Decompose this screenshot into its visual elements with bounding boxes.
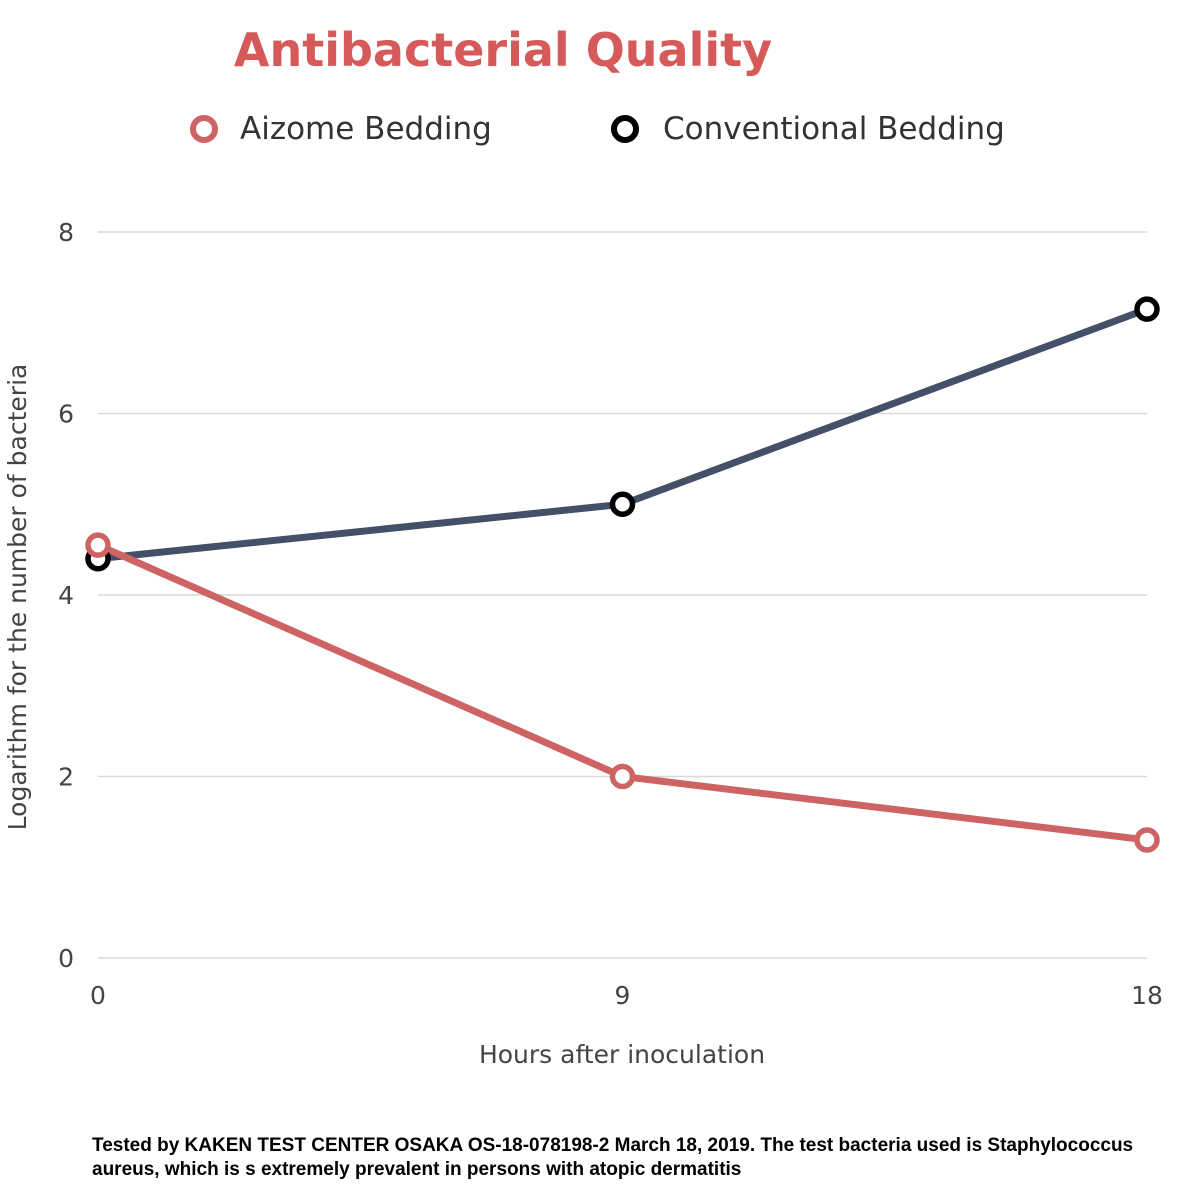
data-point-conventional-18 [1134,296,1160,322]
series-line-conventional [94,305,1151,563]
x-axis-label: Hours after inoculation [479,1040,765,1069]
y-tick-label-4: 4 [58,581,74,610]
gridlines [98,231,1147,959]
x-axis-ticks: 0 9 18 [90,981,1163,1010]
y-tick-label-2: 2 [58,763,74,792]
legend-label-aizome: Aizome Bedding [240,111,492,147]
data-point-aizome-18 [1134,827,1160,853]
data-point-aizome-9 [609,763,636,790]
data-point-conventional-9 [609,491,636,517]
data-series [85,296,1160,853]
y-axis-label: Logarithm for the number of bacteria [3,364,32,831]
y-axis-ticks: 0 2 4 6 8 [58,218,74,973]
legend-marker-conventional [611,115,639,143]
source-footnote: Tested by KAKEN TEST CENTER OSAKA OS-18-… [92,1135,1134,1180]
data-point-aizome-0 [85,532,111,558]
y-tick-label-6: 6 [58,400,74,429]
chart-title: Antibacterial Quality [234,23,772,77]
x-tick-label-9: 9 [615,981,631,1010]
x-tick-label-18: 18 [1131,981,1163,1010]
legend-label-conventional: Conventional Bedding [663,111,1005,147]
x-tick-label-0: 0 [90,981,106,1010]
series-line-aizome [94,541,1151,844]
y-tick-label-8: 8 [58,218,74,247]
legend: Aizome Bedding Conventional Bedding [190,111,1005,147]
y-tick-label-0: 0 [58,944,74,973]
legend-marker-aizome [190,115,218,143]
